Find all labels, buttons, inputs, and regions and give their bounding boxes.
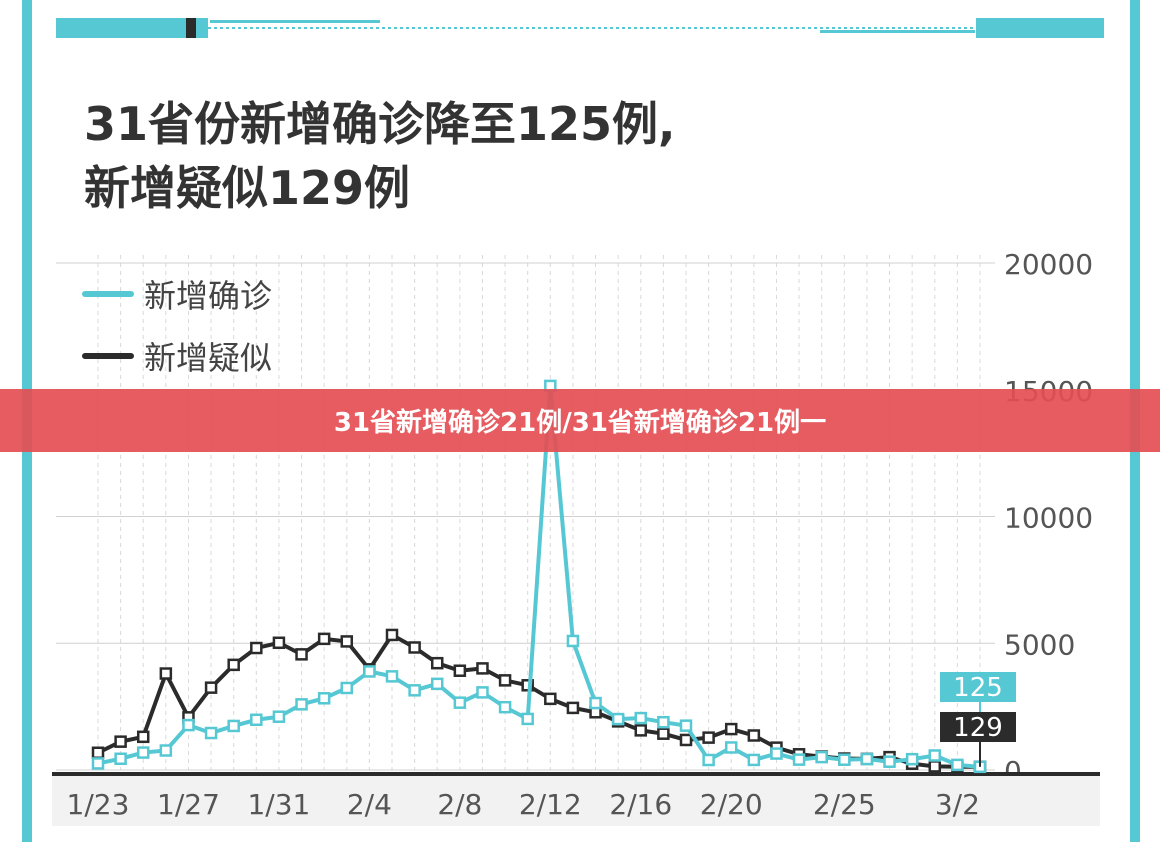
- top-decoration-bar: [56, 18, 1104, 38]
- legend-label-suspected: 新增疑似: [144, 339, 273, 377]
- legend-label-confirmed: 新增确诊: [144, 277, 273, 315]
- data-point-confirmed: [317, 692, 331, 705]
- data-point-confirmed: [679, 719, 693, 732]
- data-point-confirmed: [204, 726, 218, 740]
- data-point-suspected: [430, 656, 444, 670]
- data-point-suspected: [250, 641, 263, 655]
- data-point-suspected: [204, 681, 218, 694]
- data-point-suspected: [272, 636, 286, 650]
- x-tick-label: 1/23: [67, 788, 130, 821]
- data-point-confirmed: [498, 700, 512, 714]
- data-point-confirmed: [295, 698, 308, 711]
- x-tick-label: 3/2: [935, 788, 980, 821]
- data-point-confirmed: [860, 752, 874, 766]
- data-point-suspected: [227, 658, 240, 672]
- x-tick-label: 2/12: [519, 788, 582, 821]
- data-point-confirmed: [589, 696, 602, 710]
- data-point-suspected: [385, 628, 399, 642]
- data-point-suspected: [408, 641, 421, 654]
- data-point-confirmed: [408, 684, 421, 697]
- data-point-confirmed: [657, 715, 670, 729]
- data-point-confirmed: [951, 758, 964, 772]
- y-tick-label: 20000: [1004, 248, 1093, 281]
- data-point-confirmed: [272, 710, 286, 723]
- data-point-suspected: [91, 746, 105, 760]
- data-point-confirmed: [928, 749, 942, 762]
- banner-text: 31省新增确诊21例/31省新增确诊21例一: [333, 408, 827, 438]
- data-point-confirmed: [159, 744, 173, 757]
- x-tick-label: 2/25: [813, 788, 876, 821]
- data-point-confirmed: [724, 741, 738, 754]
- data-point-confirmed: [430, 677, 444, 691]
- y-tick-label: 5000: [1004, 628, 1075, 661]
- chart-title: 31省份新增确诊降至125例, 新增疑似129例: [84, 92, 984, 220]
- data-point-confirmed: [453, 696, 467, 709]
- data-point-suspected: [566, 701, 580, 715]
- data-point-suspected: [295, 648, 308, 661]
- data-point-suspected: [634, 724, 648, 737]
- data-point-confirmed: [340, 681, 354, 695]
- legend-swatch-confirmed: [82, 291, 134, 297]
- data-point-confirmed: [905, 752, 919, 766]
- x-tick-label: 2/16: [609, 788, 672, 821]
- data-point-confirmed: [566, 634, 580, 648]
- data-point-suspected: [114, 735, 127, 748]
- data-point-confirmed: [250, 713, 263, 727]
- callout-label-suspected: 129: [953, 713, 1003, 743]
- data-point-confirmed: [815, 750, 828, 764]
- x-tick-label: 1/31: [247, 788, 310, 821]
- data-point-suspected: [476, 662, 489, 675]
- data-point-suspected: [136, 730, 150, 744]
- data-point-suspected: [724, 722, 738, 736]
- x-axis-line: [52, 772, 1100, 776]
- data-point-confirmed: [363, 665, 376, 678]
- x-tick-label: 2/8: [437, 788, 482, 821]
- data-point-suspected: [679, 733, 693, 747]
- data-point-confirmed: [883, 755, 896, 768]
- callout-box-suspected: [940, 712, 1016, 742]
- data-point-confirmed: [702, 753, 715, 767]
- data-point-suspected: [702, 731, 715, 744]
- data-point-confirmed: [476, 686, 489, 699]
- x-tick-label: 1/27: [157, 788, 220, 821]
- data-point-confirmed: [611, 712, 625, 726]
- x-axis-label-strip: [52, 776, 1100, 826]
- data-point-suspected: [159, 667, 173, 680]
- headline-banner: 31省新增确诊21例/31省新增确诊21例一: [0, 389, 1160, 452]
- data-point-suspected: [317, 632, 331, 646]
- data-point-confirmed: [136, 746, 150, 759]
- data-point-confirmed: [792, 753, 806, 766]
- data-point-confirmed: [838, 753, 851, 766]
- data-point-confirmed: [91, 757, 105, 770]
- data-point-suspected: [453, 664, 467, 677]
- x-tick-label: 2/4: [347, 788, 392, 821]
- callout-box-confirmed: [940, 672, 1016, 702]
- data-point-confirmed: [634, 711, 648, 725]
- title-line-1: 31省份新增确诊降至125例,: [84, 97, 676, 151]
- data-point-confirmed: [747, 753, 761, 767]
- data-point-suspected: [340, 635, 354, 648]
- y-tick-label: 10000: [1004, 502, 1093, 535]
- x-tick-label: 2/20: [700, 788, 763, 821]
- callout-label-confirmed: 125: [953, 673, 1003, 703]
- data-point-suspected: [747, 729, 761, 742]
- data-point-confirmed: [770, 747, 783, 760]
- data-point-suspected: [657, 727, 670, 740]
- title-line-2: 新增疑似129例: [84, 161, 411, 215]
- data-point-confirmed: [521, 712, 534, 726]
- data-point-confirmed: [385, 670, 399, 683]
- data-point-suspected: [928, 760, 942, 773]
- data-point-confirmed: [182, 718, 195, 732]
- data-point-suspected: [498, 674, 512, 687]
- legend-swatch-suspected: [82, 353, 134, 359]
- series-line-confirmed: [97, 383, 981, 769]
- data-point-suspected: [544, 692, 557, 706]
- legend-item-suspected: 新增疑似: [82, 334, 272, 378]
- data-point-confirmed: [114, 752, 127, 765]
- data-point-confirmed: [227, 719, 240, 733]
- series-line-suspected: [97, 632, 980, 769]
- legend-item-confirmed: 新增确诊: [82, 272, 272, 316]
